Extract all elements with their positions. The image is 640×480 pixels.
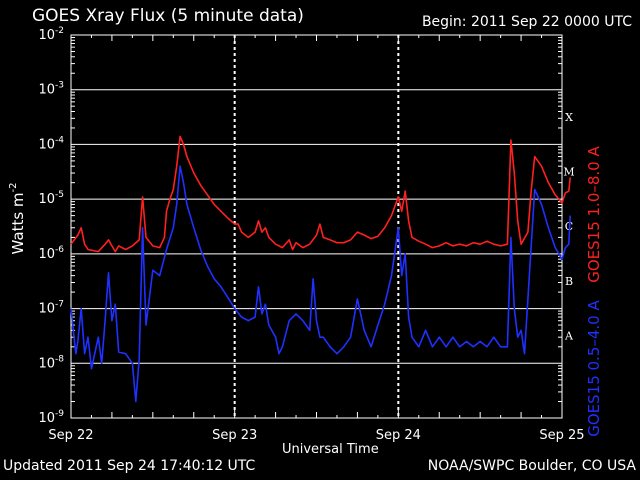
y-tick-label: 10-8: [38, 354, 64, 371]
x-tick-label: Sep 24: [376, 428, 421, 443]
begin-timestamp: Begin: 2011 Sep 22 0000 UTC: [421, 14, 632, 30]
y-tick-label: 10-5: [38, 190, 64, 207]
series-legend-label: GOES15 0.5–4.0 A: [585, 300, 603, 437]
y-tick-label: 10-2: [38, 26, 64, 43]
y-tick-label: 10-3: [38, 81, 64, 98]
updated-timestamp: Updated 2011 Sep 24 17:40:12 UTC: [3, 458, 256, 474]
y-tick-label: 10-7: [38, 300, 64, 317]
flare-class-label: X: [565, 111, 573, 124]
x-tick-label: Sep 23: [212, 428, 257, 443]
credit-text: NOAA/SWPC Boulder, CO USA: [427, 458, 636, 474]
y-tick-label: 10-6: [38, 245, 64, 262]
flare-class-label: A: [564, 330, 574, 343]
series-line-2: [70, 165, 571, 403]
chart-title: GOES Xray Flux (5 minute data): [32, 6, 304, 26]
y-tick-label: 10-4: [38, 135, 64, 152]
y-tick-label: 10-9: [38, 409, 64, 426]
series-legend-label: GOES15 1.0–8.0 A: [585, 146, 603, 283]
x-tick-label: Sep 25: [539, 428, 584, 443]
x-axis-label: Universal Time: [282, 442, 379, 457]
flare-class-label: B: [565, 275, 573, 288]
x-tick-label: Sep 22: [48, 428, 93, 443]
series-line-1: [70, 135, 571, 253]
y-axis-label: Watts m-2: [8, 182, 27, 254]
flare-class-label: M: [563, 166, 574, 179]
